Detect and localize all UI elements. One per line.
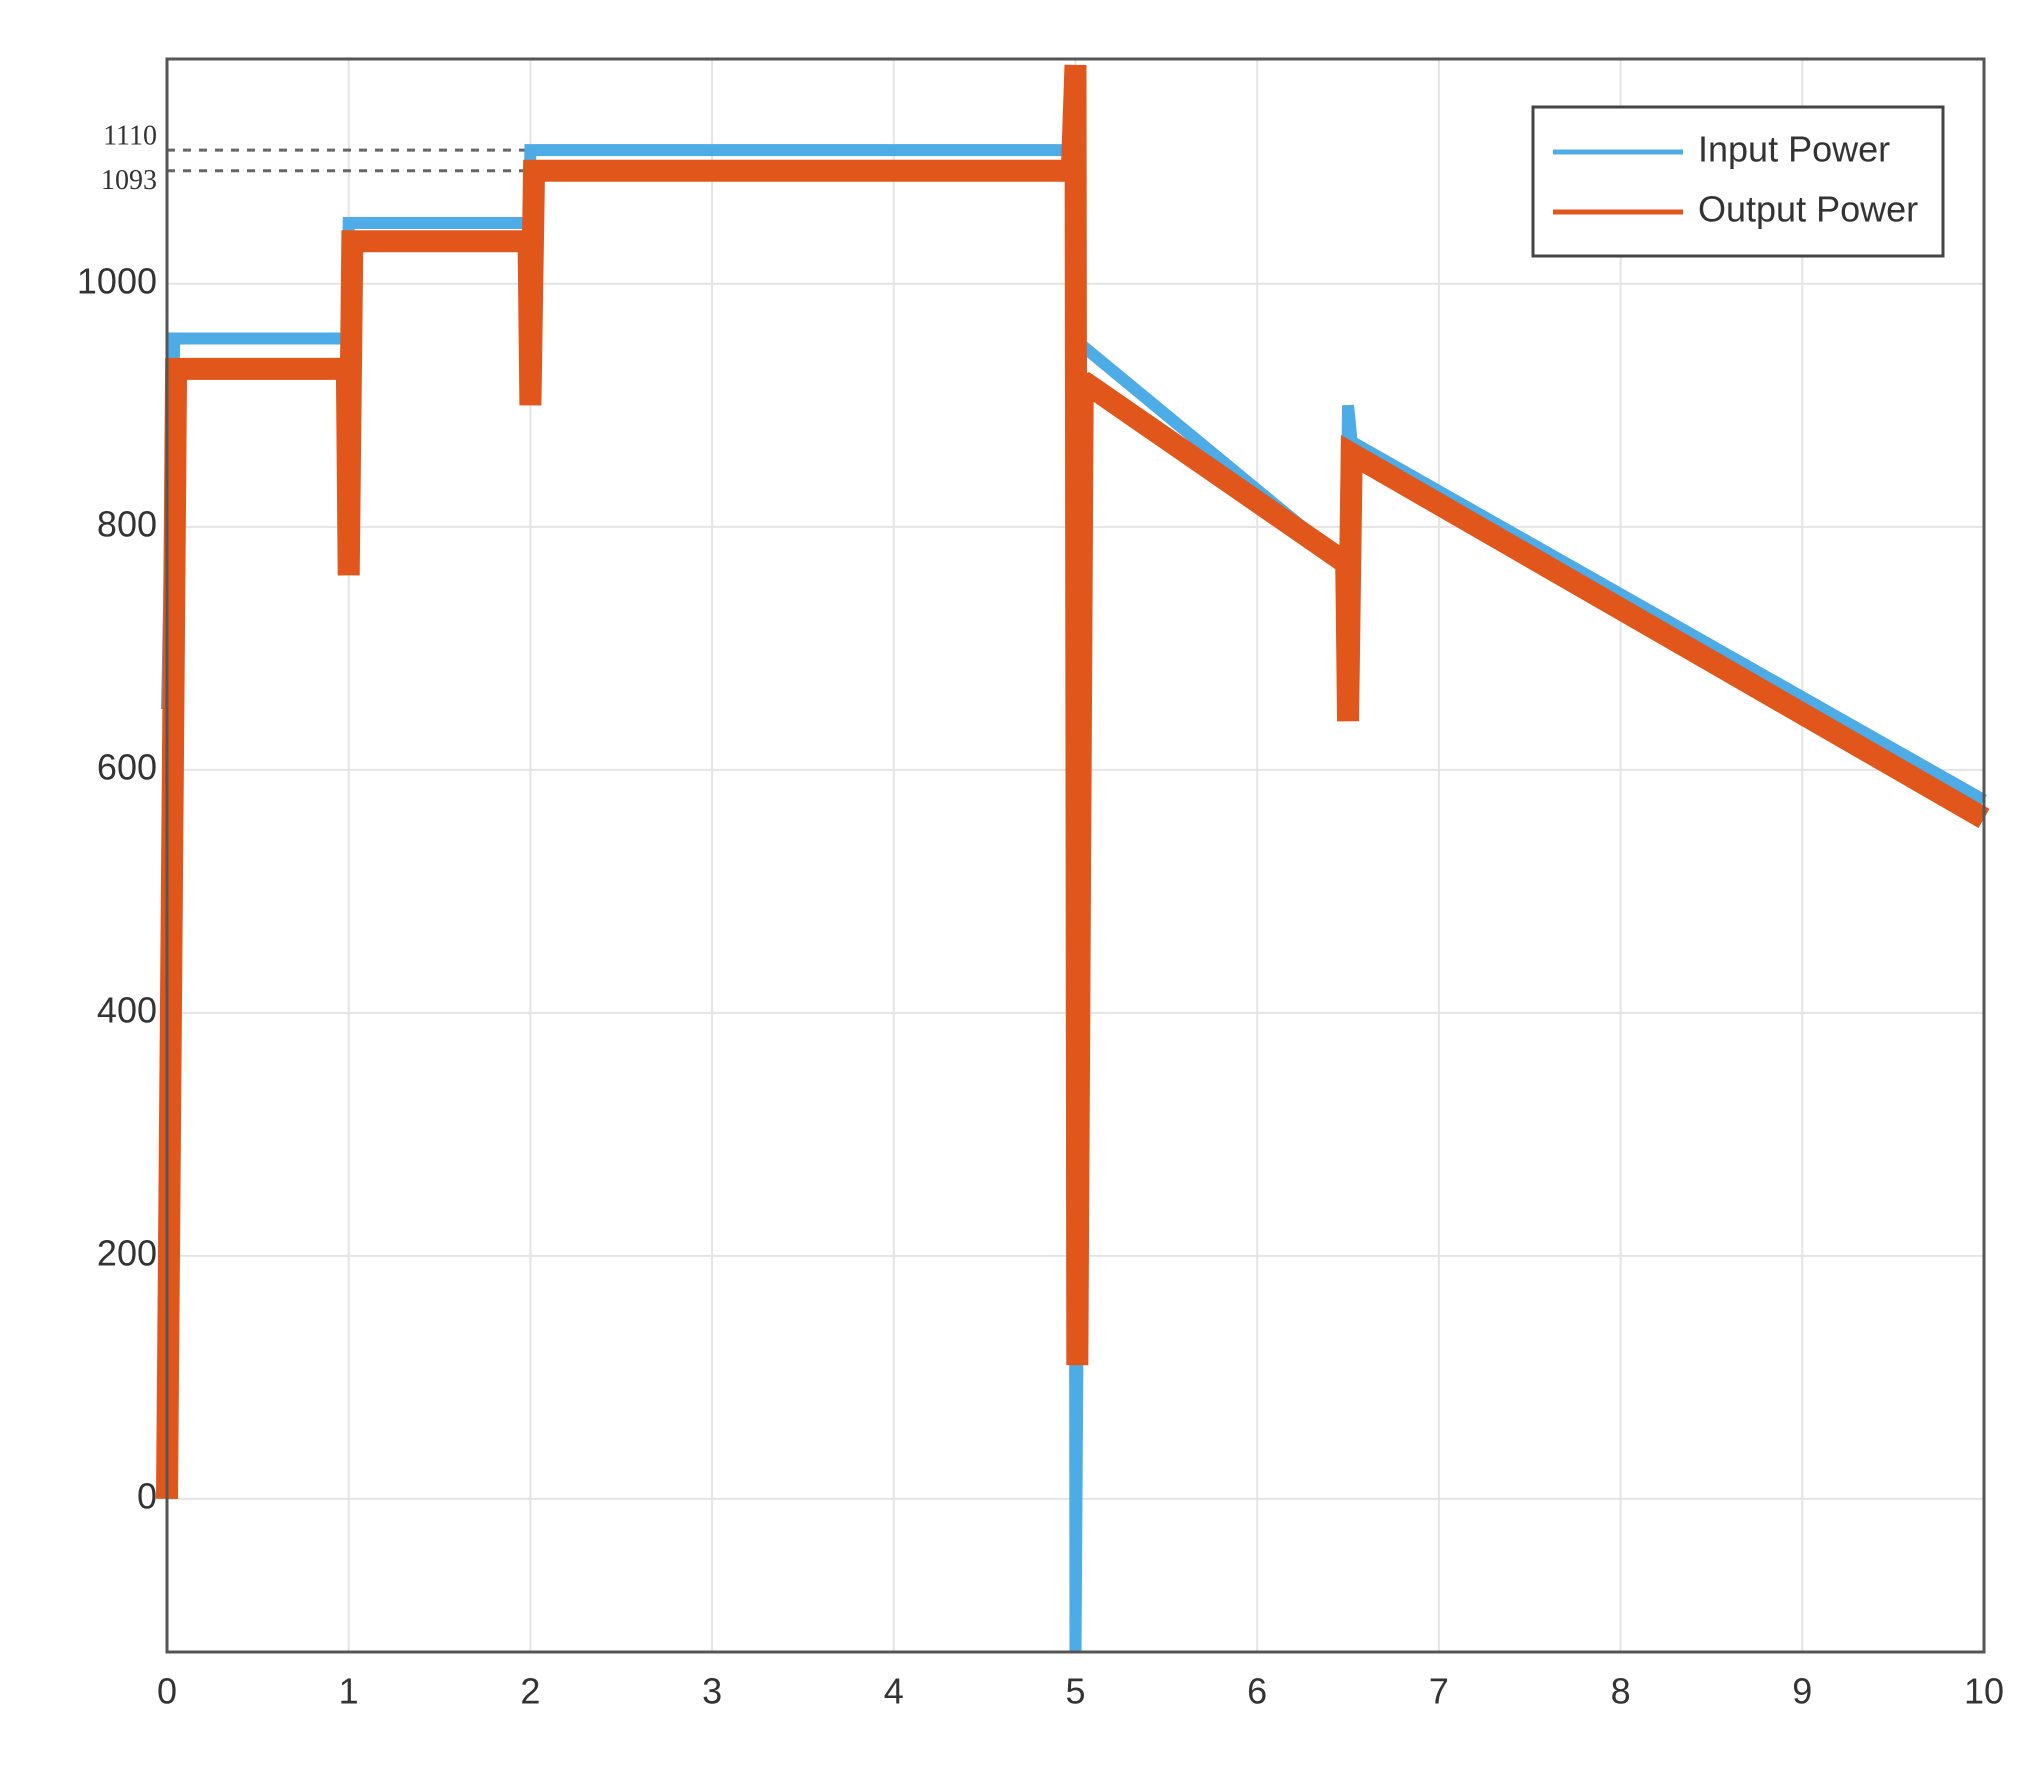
series-line: [156, 64, 1990, 1499]
x-tick-label: 1: [339, 1671, 359, 1712]
legend-label: Output Power: [1698, 189, 1918, 230]
x-tick-label: 6: [1247, 1671, 1267, 1712]
x-tick-label: 5: [1065, 1671, 1085, 1712]
reference-label: 1110: [103, 121, 157, 152]
x-tick-label: 8: [1611, 1671, 1631, 1712]
reference-label: 1093: [101, 165, 157, 196]
legend-label: Input Power: [1698, 129, 1890, 170]
x-tick-label: 2: [520, 1671, 540, 1712]
y-tick-label: 800: [97, 503, 157, 544]
x-tick-label: 4: [884, 1671, 904, 1712]
y-tick-label: 400: [97, 989, 157, 1030]
y-tick-label: 0: [137, 1475, 157, 1516]
x-tick-label: 0: [157, 1671, 177, 1712]
x-tick-label: 7: [1429, 1671, 1449, 1712]
legend-box: [1531, 105, 1945, 258]
x-tick-label: 10: [1964, 1671, 2004, 1712]
x-tick-label: 3: [702, 1671, 722, 1712]
y-tick-label: 1000: [77, 260, 157, 301]
y-tick-label: 600: [97, 746, 157, 787]
x-tick-label: 9: [1792, 1671, 1812, 1712]
axes-box: [165, 57, 1986, 1654]
y-tick-label: 200: [97, 1232, 157, 1273]
